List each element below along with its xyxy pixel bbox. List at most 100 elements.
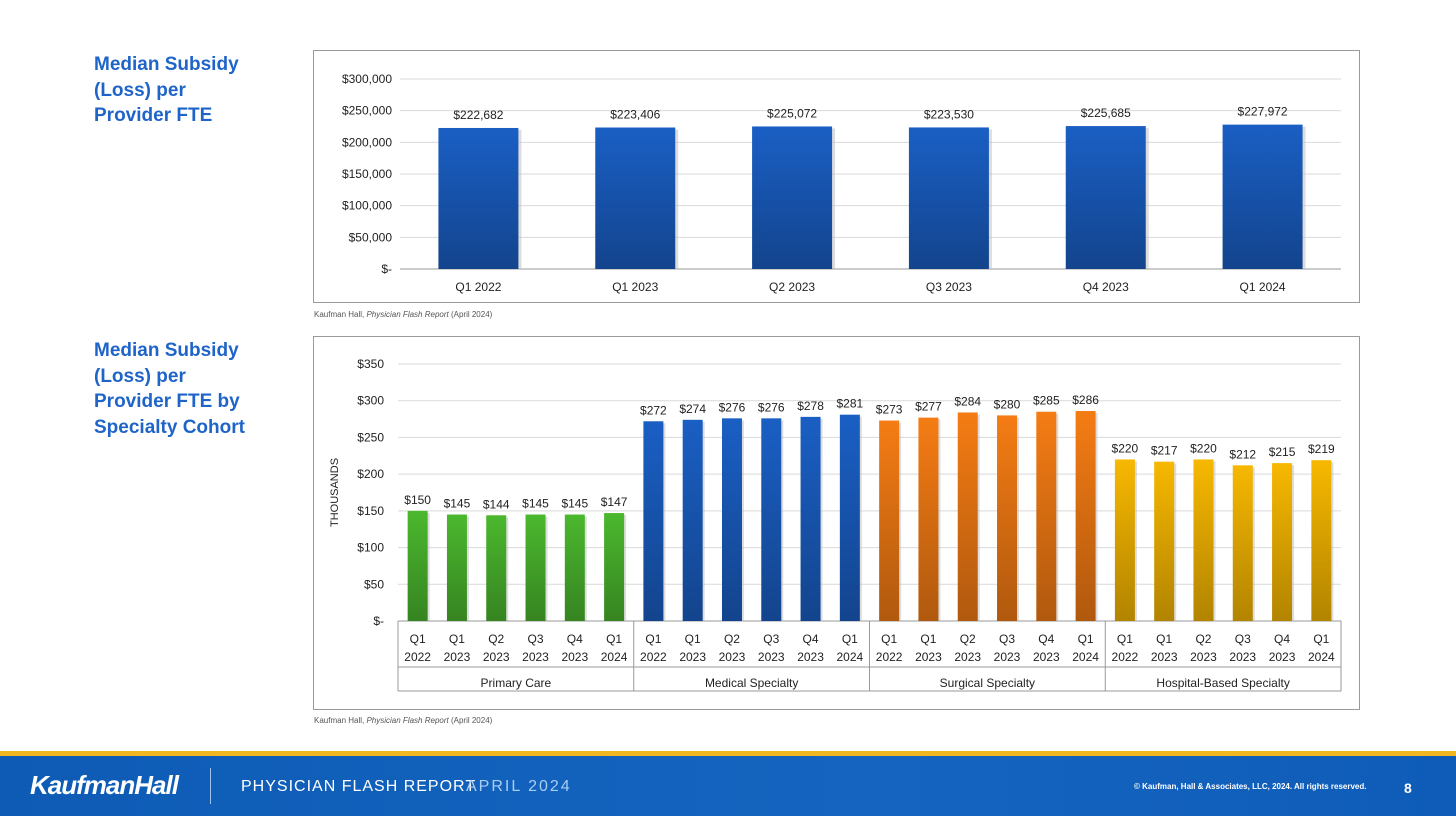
y-tick-label: $350: [357, 357, 384, 371]
x-tick-quarter: Q1: [645, 632, 661, 646]
bar: [752, 126, 833, 269]
footer-divider: [210, 768, 211, 804]
group-label: Medical Specialty: [705, 676, 798, 690]
x-tick-quarter: Q1: [1156, 632, 1172, 646]
x-tick-quarter: Q3: [1235, 632, 1251, 646]
bar: [525, 514, 546, 621]
source-prefix: Kaufman Hall,: [314, 310, 367, 319]
group-label: Hospital-Based Specialty: [1156, 676, 1289, 690]
bar: [407, 510, 428, 621]
data-label: $145: [522, 497, 549, 511]
source-italic: Physician Flash Report: [366, 716, 449, 725]
x-tick-quarter: Q4: [567, 632, 583, 646]
x-tick-quarter: Q2: [488, 632, 504, 646]
bar: [918, 417, 939, 621]
bar: [682, 419, 703, 621]
x-tick-year: 2023: [561, 650, 588, 664]
x-tick-year: 2023: [1033, 650, 1060, 664]
x-tick-year: 2023: [719, 650, 746, 664]
data-label: $145: [561, 497, 588, 511]
x-tick-year: 2023: [1269, 650, 1296, 664]
data-label: $217: [1151, 444, 1178, 458]
data-label: $222,682: [453, 108, 503, 122]
x-tick-label: Q1 2023: [612, 280, 658, 294]
data-label: $285: [1033, 394, 1060, 408]
group-label: Primary Care: [481, 676, 552, 690]
x-tick-quarter: Q1: [881, 632, 897, 646]
x-tick-quarter: Q4: [1274, 632, 1290, 646]
data-label: $227,972: [1238, 105, 1288, 119]
x-tick-year: 2023: [954, 650, 981, 664]
bar: [957, 412, 978, 621]
x-tick-year: 2022: [1112, 650, 1139, 664]
bar: [908, 127, 989, 269]
data-label: $225,685: [1081, 106, 1131, 120]
x-tick-quarter: Q3: [999, 632, 1015, 646]
x-tick-year: 2024: [1072, 650, 1099, 664]
bar: [721, 418, 742, 621]
x-tick-quarter: Q1: [685, 632, 701, 646]
x-tick-label: Q2 2023: [769, 280, 815, 294]
source-suffix: (April 2024): [448, 716, 493, 725]
data-label: $286: [1072, 393, 1099, 407]
bar: [1222, 124, 1303, 269]
bar: [438, 127, 519, 269]
group-label: Surgical Specialty: [940, 676, 1035, 690]
y-tick-label: $250,000: [342, 104, 392, 118]
data-label: $219: [1308, 442, 1335, 456]
chart2-source: Kaufman Hall, Physician Flash Report (Ap…: [314, 716, 492, 725]
y-tick-label: $50,000: [349, 230, 393, 244]
bar: [997, 415, 1018, 621]
y-tick-label: $100: [357, 541, 384, 555]
bar: [446, 514, 467, 621]
x-tick-label: Q1 2024: [1240, 280, 1286, 294]
chart2-container: $- $50 $100 $150 $200 $250 $300 $350 THOUSANDS $1…: [313, 336, 1360, 710]
bar: [1075, 410, 1096, 621]
y-tick-label: $150: [357, 504, 384, 518]
x-tick-year: 2023: [915, 650, 942, 664]
x-tick-quarter: Q3: [763, 632, 779, 646]
y-tick-label: $200: [357, 467, 384, 481]
x-tick-quarter: Q1: [449, 632, 465, 646]
data-label: $280: [994, 397, 1021, 411]
data-label: $145: [444, 497, 471, 511]
y-tick-label: $300: [357, 394, 384, 408]
x-tick-year: 2023: [994, 650, 1021, 664]
x-tick-label: Q4 2023: [1083, 280, 1129, 294]
chart2-svg: $- $50 $100 $150 $200 $250 $300 $350 THOUSANDS $1…: [329, 357, 1342, 692]
data-label: $225,072: [767, 106, 817, 120]
bar: [879, 420, 900, 621]
footer-bar: KaufmanHall PHYSICIAN FLASH REPORT APRIL…: [0, 756, 1456, 816]
x-tick-quarter: Q1: [1117, 632, 1133, 646]
data-label: $272: [640, 403, 667, 417]
x-tick-year: 2024: [837, 650, 864, 664]
chart1-source: Kaufman Hall, Physician Flash Report (Ap…: [314, 310, 492, 319]
bar: [839, 414, 860, 621]
x-tick-quarter: Q1: [410, 632, 426, 646]
x-tick-quarter: Q2: [724, 632, 740, 646]
y-axis-label: THOUSANDS: [329, 458, 341, 527]
x-tick-quarter: Q1: [606, 632, 622, 646]
data-label: $281: [837, 397, 864, 411]
chart2-title: Median Subsidy (Loss) per Provider FTE b…: [94, 340, 245, 438]
y-tick-label: $50: [364, 577, 384, 591]
bar: [1232, 465, 1253, 621]
bar: [643, 421, 664, 621]
chart1-container: $- $50,000 $100,000 $150,000 $200,000 $250,00…: [313, 50, 1360, 303]
report-date: APRIL 2024: [466, 778, 572, 795]
bar: [800, 416, 821, 621]
data-label: $274: [679, 402, 706, 416]
x-tick-year: 2023: [483, 650, 510, 664]
y-tick-label: $200,000: [342, 135, 392, 149]
data-label: $276: [719, 400, 746, 414]
footer-accent-line: [0, 751, 1456, 756]
bar: [1154, 461, 1175, 621]
x-tick-quarter: Q2: [960, 632, 976, 646]
data-label: $150: [404, 493, 431, 507]
x-tick-year: 2022: [640, 650, 667, 664]
source-suffix: (April 2024): [448, 310, 493, 319]
chart1-title: Median Subsidy (Loss) per Provider FTE: [94, 54, 239, 126]
bar: [604, 513, 625, 621]
bar: [1311, 460, 1332, 621]
data-label: $278: [797, 399, 824, 413]
